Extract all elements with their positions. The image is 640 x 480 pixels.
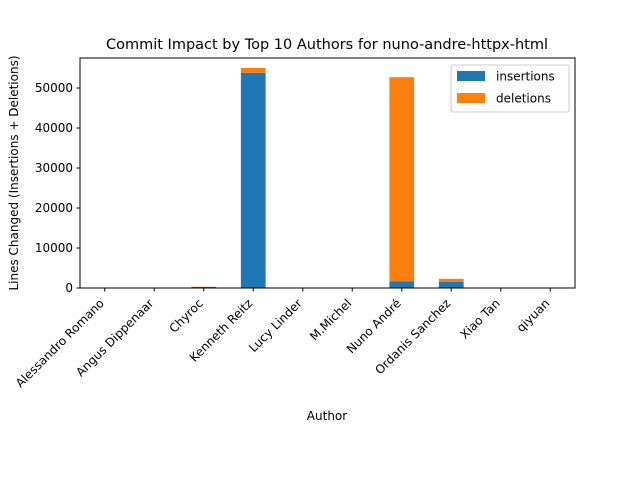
x-tick-label-9: qiyuan [514,296,553,335]
y-tick-label-3: 30000 [35,161,73,175]
legend-label-deletions: deletions [496,92,551,106]
bars-layer [92,68,563,288]
x-tick-label-8: Xiao Tan [457,296,503,342]
y-tick-label-1: 10000 [35,241,73,255]
chart-title: Commit Impact by Top 10 Authors for nuno… [106,37,548,53]
x-tick-label-0: Alessandro Romano [13,296,107,390]
y-axis: 0 10000 20000 30000 40000 50000 [35,81,80,295]
y-tick-label-4: 40000 [35,121,73,135]
y-tick-label-0: 0 [65,281,73,295]
legend-swatch-deletions [457,93,485,103]
y-tick-label-5: 50000 [35,81,73,95]
bar-insertions-3 [240,72,266,288]
x-axis-label: Author [307,409,347,423]
x-tick-label-4: Lucy Linder [246,296,305,355]
bar-deletions-6 [389,77,415,282]
plot-frame [79,57,576,289]
bar-insertions-7 [438,282,464,288]
bar-deletions-7 [438,278,464,282]
x-tick-label-5: M.Michel [307,296,354,343]
bar-deletions-3 [240,68,266,73]
y-axis-label: Lines Changed (Insertions + Deletions) [7,55,21,290]
bar-insertions-6 [389,281,415,288]
legend-swatch-insertions [457,71,485,81]
x-tick-label-2: Chyroc [166,296,205,335]
legend: insertions deletions [450,64,570,113]
legend-label-insertions: insertions [496,70,555,84]
y-tick-label-2: 20000 [35,201,73,215]
